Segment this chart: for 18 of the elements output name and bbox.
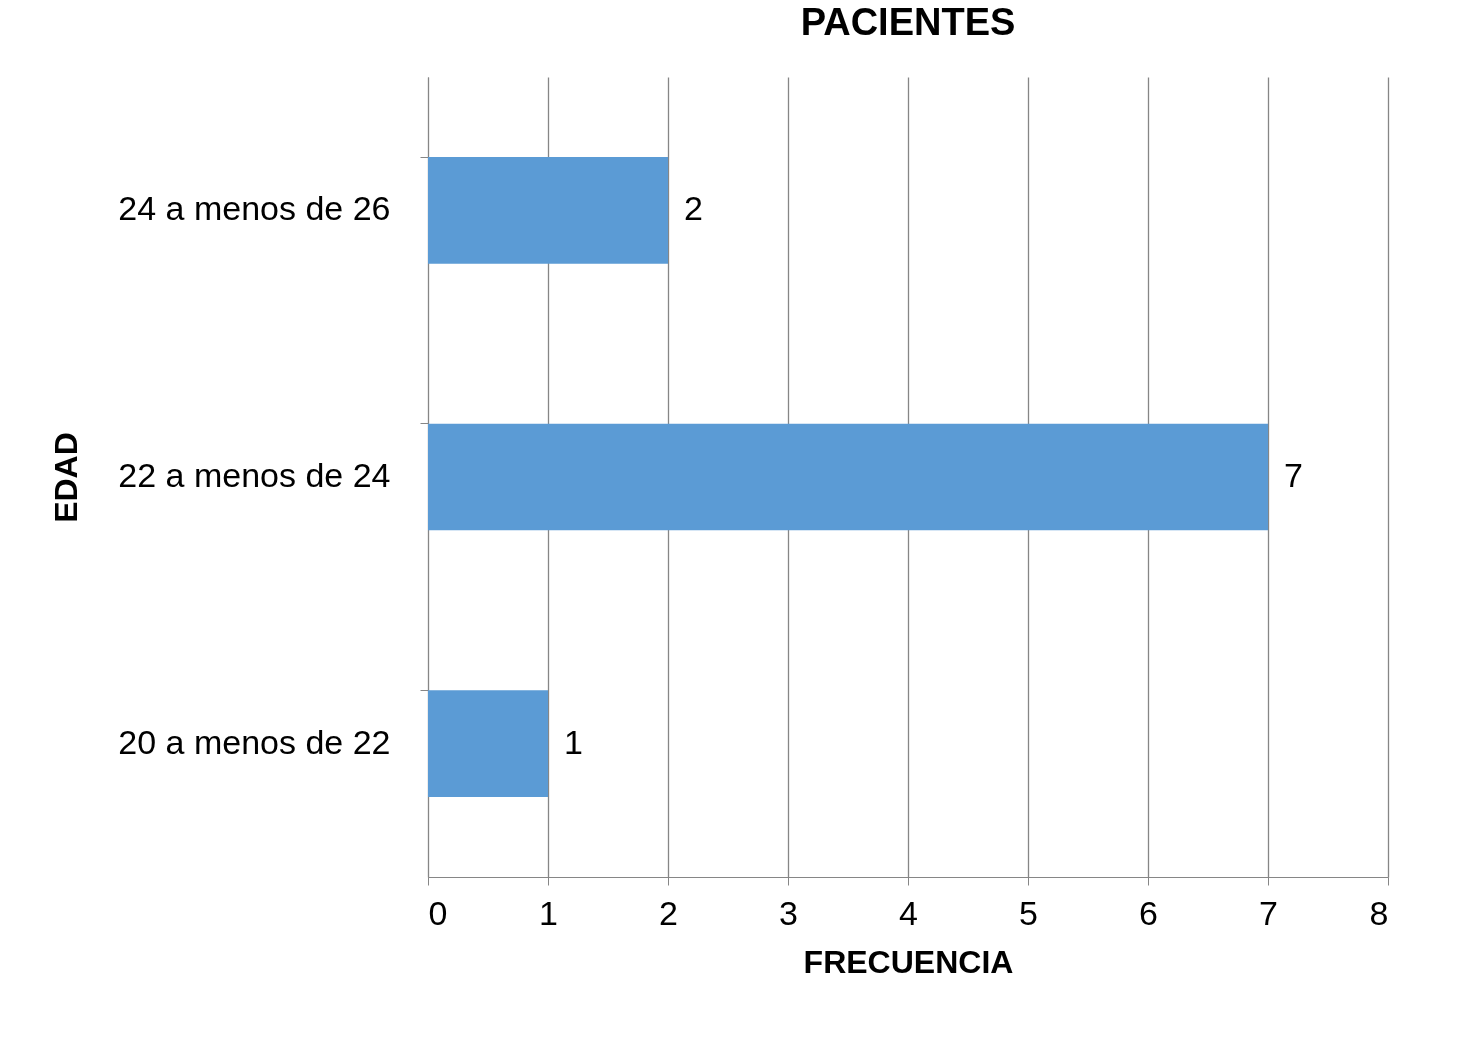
- data-label: 7: [1284, 456, 1303, 494]
- x-tick-label: 1: [539, 893, 558, 932]
- x-tick-label: 3: [779, 893, 798, 932]
- y-tick-label: 24 a menos de 26: [118, 189, 391, 228]
- y-tick-label: 22 a menos de 24: [118, 456, 391, 494]
- chart-title: PACIENTES: [800, 1, 1016, 43]
- data-label: 2: [684, 189, 703, 228]
- data-label: 1: [564, 722, 583, 761]
- x-tick-label: 4: [899, 893, 918, 932]
- x-tick-label: 7: [1259, 893, 1278, 932]
- x-tick-label: 6: [1139, 893, 1158, 932]
- x-tick-label: 2: [659, 893, 678, 932]
- y-tick-label: 20 a menos de 22: [118, 722, 391, 761]
- x-axis-title: FRECUENCIA: [803, 943, 1014, 980]
- x-tick-label: 0: [428, 893, 448, 932]
- x-tick-label: 5: [1019, 893, 1038, 932]
- x-tick-label: 8: [1369, 893, 1389, 932]
- y-axis-title: EDAD: [47, 432, 84, 523]
